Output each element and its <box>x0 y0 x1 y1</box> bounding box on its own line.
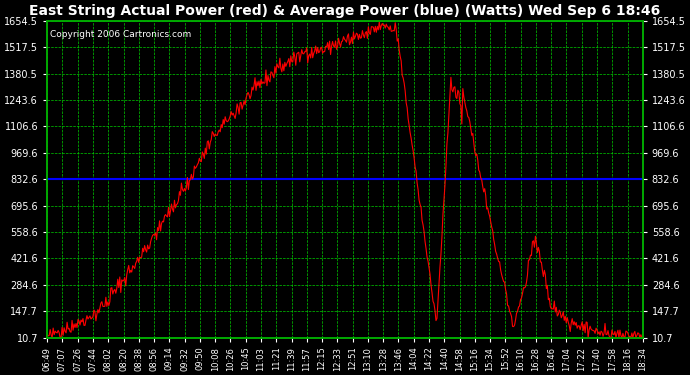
Title: East String Actual Power (red) & Average Power (blue) (Watts) Wed Sep 6 18:46: East String Actual Power (red) & Average… <box>30 4 660 18</box>
Text: Copyright 2006 Cartronics.com: Copyright 2006 Cartronics.com <box>50 30 191 39</box>
